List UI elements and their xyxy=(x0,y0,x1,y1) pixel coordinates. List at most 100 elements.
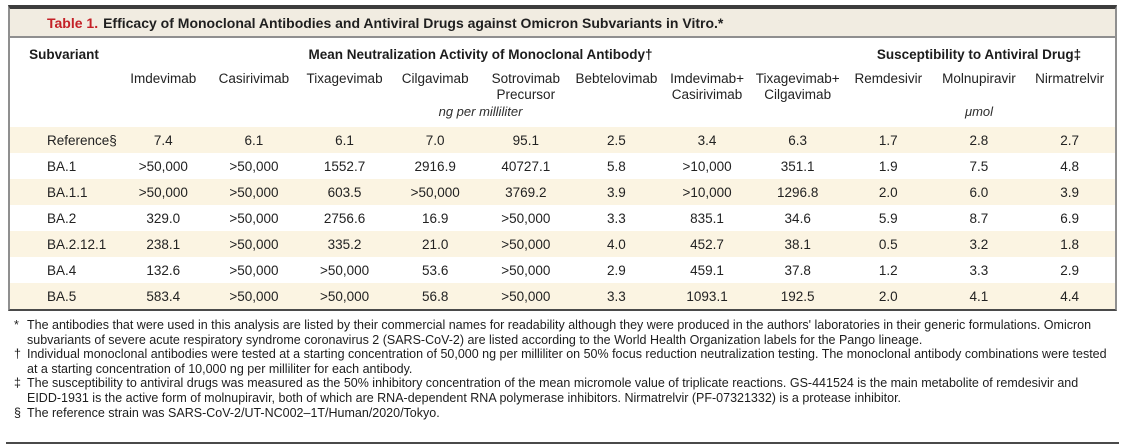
table-row: BA.1 >50,000 >50,000 1552.7 2916.9 40727.1 5.8… xyxy=(10,153,1115,179)
footnote: * The antibodies that were used in this a… xyxy=(14,318,1113,347)
table-number: Table 1. xyxy=(47,15,99,31)
column-header-row: Imdevimab Casirivimab Tixagevimab Cilgavima… xyxy=(10,63,1115,103)
column-header: Casirivimab xyxy=(218,71,290,86)
antiviral-units-label: μmol xyxy=(964,104,994,119)
data-cell: 2.7 xyxy=(1060,132,1080,148)
data-cell: 4.8 xyxy=(1060,158,1080,174)
data-cell: 2.9 xyxy=(1060,262,1080,278)
data-cell: 603.5 xyxy=(327,184,362,200)
data-cell: 34.6 xyxy=(784,210,811,226)
row-label: BA.5 xyxy=(47,288,77,304)
data-cell: 132.6 xyxy=(146,262,181,278)
data-cell: 3.9 xyxy=(1060,184,1080,200)
table-row: Reference§ 7.4 6.1 6.1 7.0 95.1 2.5 3.4 6.3 1.7 2.… xyxy=(10,127,1115,153)
data-cell: 3.3 xyxy=(969,262,989,278)
data-cell: 2.0 xyxy=(878,184,898,200)
data-cell: 6.3 xyxy=(788,132,808,148)
data-cell: 459.1 xyxy=(690,262,724,278)
footnote-text: The reference strain was SARS-CoV-2/UT-N… xyxy=(27,405,440,420)
row-label: BA.1.1 xyxy=(47,184,88,200)
table-row: BA.2.12.1 238.1 >50,000 335.2 21.0 >50,000 4.0… xyxy=(10,231,1115,257)
data-cell: 1.7 xyxy=(878,132,898,148)
column-header: Imdevimab xyxy=(130,71,197,86)
row-label: BA.2.12.1 xyxy=(47,236,107,252)
data-cell: 335.2 xyxy=(327,236,362,252)
row-label: BA.1 xyxy=(47,158,77,174)
data-cell: 583.4 xyxy=(146,288,181,304)
footnote-symbol: † xyxy=(14,347,21,362)
data-cell: 1.8 xyxy=(1060,236,1080,252)
data-cell: 6.1 xyxy=(335,132,354,148)
footnote-text: Individual monoclonal antibodies were te… xyxy=(27,347,1107,376)
data-cell: 2.5 xyxy=(607,132,626,148)
table-row: BA.2 329.0 >50,000 2756.6 16.9 >50,000 3.3 835.… xyxy=(10,205,1115,231)
data-cell: >10,000 xyxy=(682,184,732,200)
column-header: Tixagevimab+ Cilgavimab xyxy=(755,71,840,102)
data-cell: >50,000 xyxy=(319,288,370,304)
data-cell: 3.3 xyxy=(607,288,626,304)
data-cell: 5.8 xyxy=(607,158,626,174)
table-title-bar: Table 1. Efficacy of Monoclonal Antibodie… xyxy=(10,9,1115,38)
data-cell: >50,000 xyxy=(501,262,551,278)
row-label: BA.2 xyxy=(47,210,77,226)
data-cell: >50,000 xyxy=(229,236,279,252)
data-cell: 5.9 xyxy=(878,210,898,226)
data-cell: >50,000 xyxy=(229,288,279,304)
data-cell: 2.0 xyxy=(878,288,898,304)
data-cell: 53.6 xyxy=(422,262,449,278)
data-cell: 21.0 xyxy=(422,236,449,252)
efficacy-table: Subvariant Mean Neutralization Activity … xyxy=(10,38,1115,309)
data-cell: 192.5 xyxy=(780,288,815,304)
data-cell: 452.7 xyxy=(690,236,724,252)
blank-units-cell xyxy=(10,103,118,127)
table-row: BA.4 132.6 >50,000 >50,000 53.6 >50,000 2.9 459… xyxy=(10,257,1115,283)
data-cell: 1.2 xyxy=(878,262,898,278)
column-header: Molnupiravir xyxy=(942,71,1016,86)
column-header: Bebtelovimab xyxy=(575,71,658,86)
data-cell: 2.9 xyxy=(607,262,626,278)
footnote: † Individual monoclonal antibodies were t… xyxy=(14,347,1113,376)
data-cell: 37.8 xyxy=(784,262,811,278)
data-cell: 3.3 xyxy=(607,210,626,226)
subvariant-header: Subvariant xyxy=(29,47,99,62)
data-cell: 3.4 xyxy=(697,132,717,148)
data-cell: 6.9 xyxy=(1060,210,1080,226)
data-cell: >50,000 xyxy=(138,184,188,200)
data-cell: 4.1 xyxy=(969,288,989,304)
data-cell: 38.1 xyxy=(784,236,811,252)
data-cell: 40727.1 xyxy=(501,158,551,174)
table-frame: Table 1. Efficacy of Monoclonal Antibodie… xyxy=(8,5,1117,311)
data-cell: 7.0 xyxy=(425,132,445,148)
data-cell: >50,000 xyxy=(229,210,279,226)
column-header: Imdevimab+ Casirivimab xyxy=(670,71,745,102)
row-label: BA.4 xyxy=(47,262,77,278)
data-cell: 3.9 xyxy=(607,184,626,200)
column-header: Sotrovimab Precursor xyxy=(491,71,560,102)
data-cell: 95.1 xyxy=(512,132,539,148)
data-cell: 2.8 xyxy=(969,132,989,148)
data-cell: 238.1 xyxy=(146,236,181,252)
data-cell: 56.8 xyxy=(422,288,449,304)
data-cell: >50,000 xyxy=(501,288,551,304)
data-cell: 16.9 xyxy=(422,210,449,226)
data-cell: >50,000 xyxy=(229,158,279,174)
data-cell: >50,000 xyxy=(501,210,551,226)
column-header: Remdesivir xyxy=(854,71,923,86)
table-title: Efficacy of Monoclonal Antibodies and An… xyxy=(103,15,724,31)
data-cell: 0.5 xyxy=(878,236,898,252)
footnote-symbol: * xyxy=(14,318,19,332)
data-cell: 8.7 xyxy=(969,210,989,226)
data-cell: 1093.1 xyxy=(686,288,728,304)
data-cell: 1.9 xyxy=(878,158,898,174)
data-cell: 3.2 xyxy=(969,236,989,252)
units-row: ng per milliliter μmol xyxy=(10,103,1115,127)
data-cell: 7.5 xyxy=(969,158,989,174)
column-header: Tixagevimab xyxy=(306,71,383,86)
data-cell: >50,000 xyxy=(138,158,188,174)
footnote-symbol: § xyxy=(14,405,21,420)
footnote: § The reference strain was SARS-CoV-2/UT-… xyxy=(14,406,1113,421)
row-label: Reference§ xyxy=(47,132,117,148)
data-cell: 329.0 xyxy=(146,210,181,226)
table-row: BA.1.1 >50,000 >50,000 603.5 >50,000 3769.2 3.… xyxy=(10,179,1115,205)
